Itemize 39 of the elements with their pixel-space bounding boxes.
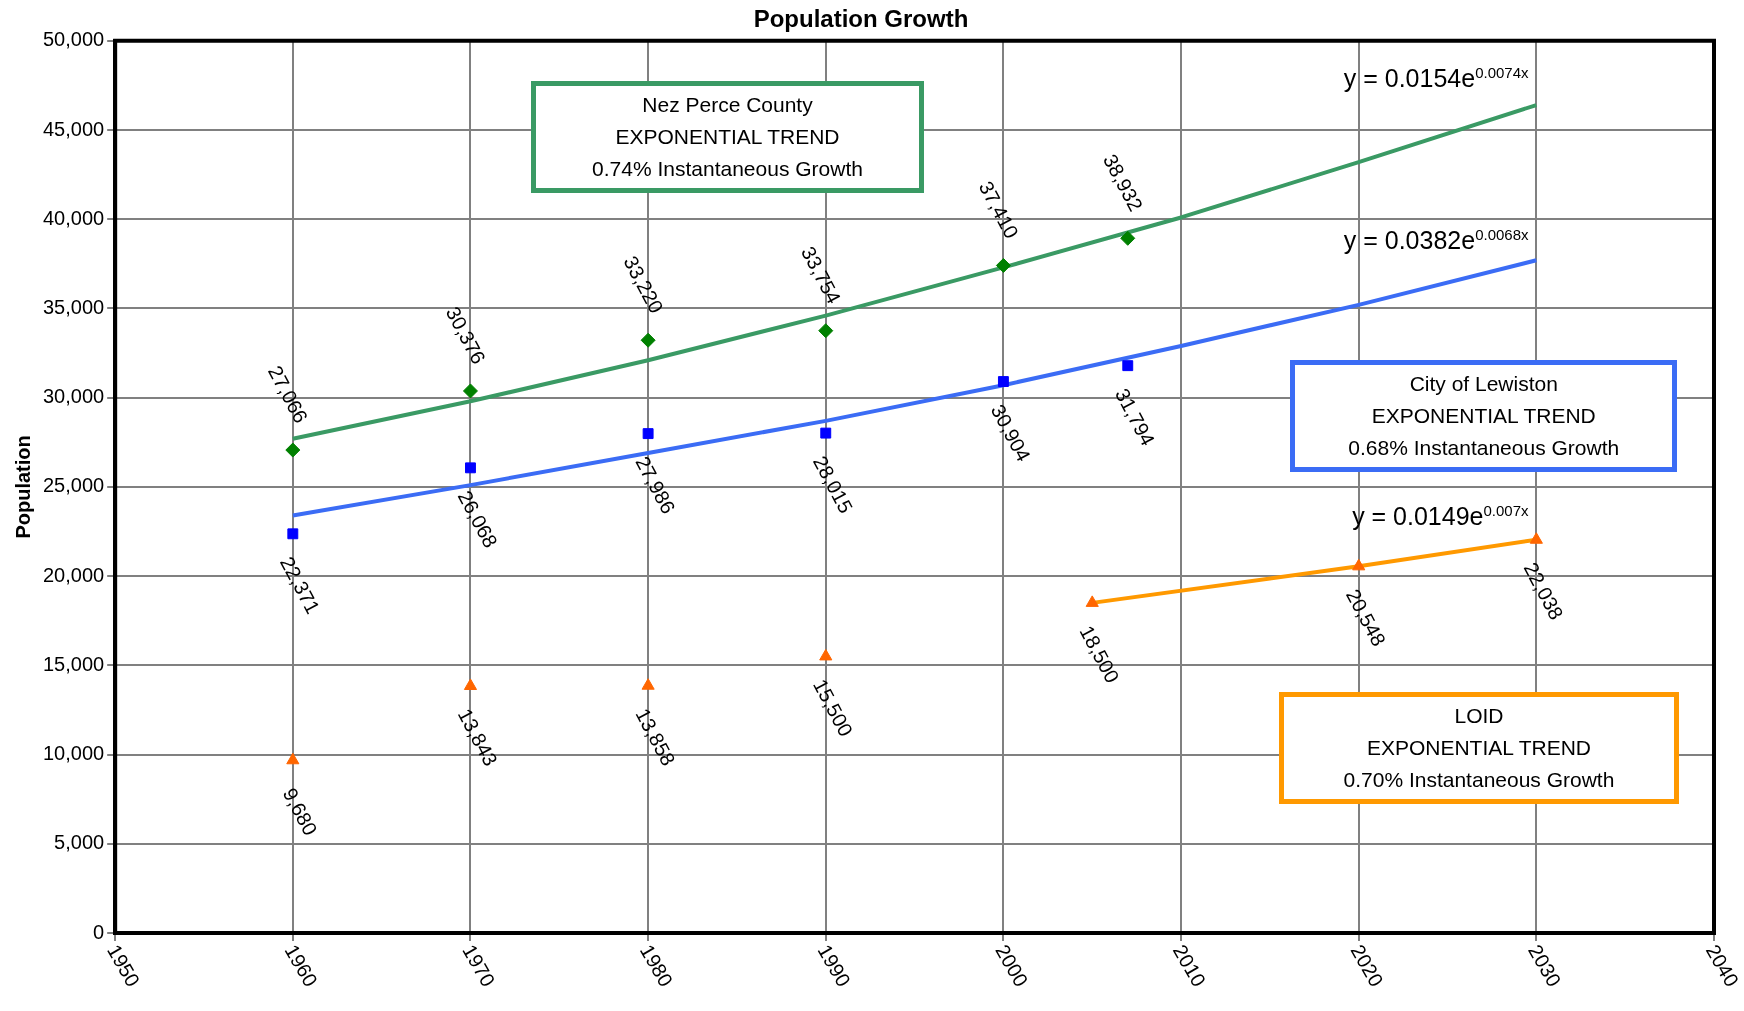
y-tick-label: 45,000 xyxy=(43,117,105,140)
y-tick-label: 35,000 xyxy=(43,295,105,318)
y-tick-label: 30,000 xyxy=(43,385,105,408)
point xyxy=(818,323,834,339)
annotation: y = 0.0154e$^{0.0074x}$ xyxy=(1343,64,1529,94)
point xyxy=(1120,230,1136,246)
y-tick-label: 50,000 xyxy=(43,28,105,51)
point xyxy=(463,678,478,690)
y-tick-label: 5,000 xyxy=(54,831,105,854)
point xyxy=(641,678,655,690)
note-box: Nez Perce County EXPONENTIAL TREND 0.74% Instantaneous Growth xyxy=(530,81,925,194)
point xyxy=(995,257,1011,273)
point xyxy=(462,383,478,399)
note-box: City of Lewiston EXPONENTIAL TREND 0.68% Instantaneous Growth xyxy=(1290,359,1678,472)
point xyxy=(819,648,833,661)
y-tick-label: 15,000 xyxy=(43,652,105,675)
point xyxy=(1122,360,1134,372)
annotation: y = 0.0149e$^{0.007x}$ xyxy=(1352,502,1529,532)
point xyxy=(820,427,832,439)
annotation: y = 0.0382e$^{0.0068x}$ xyxy=(1343,225,1529,255)
point xyxy=(1352,558,1366,571)
y-tick-label: 40,000 xyxy=(43,206,105,229)
point xyxy=(1529,532,1543,544)
note-box: LOID EXPONENTIAL TREND 0.70% Instantaneous Growth xyxy=(1279,691,1679,804)
y-tick-label: 10,000 xyxy=(43,742,105,765)
y-axis-title: Population xyxy=(11,435,34,539)
point xyxy=(1085,595,1099,607)
point xyxy=(285,442,301,458)
point xyxy=(997,376,1009,387)
y-tick-label: 20,000 xyxy=(43,563,105,586)
point xyxy=(640,332,656,348)
point xyxy=(642,428,654,440)
point xyxy=(465,462,476,474)
chart-title: Population Growth xyxy=(753,5,969,33)
y-tick-label: 0 xyxy=(93,920,105,943)
point xyxy=(287,528,299,540)
data-label: 9,680 xyxy=(278,784,322,839)
y-tick-label: 25,000 xyxy=(43,474,105,497)
point xyxy=(286,752,300,765)
